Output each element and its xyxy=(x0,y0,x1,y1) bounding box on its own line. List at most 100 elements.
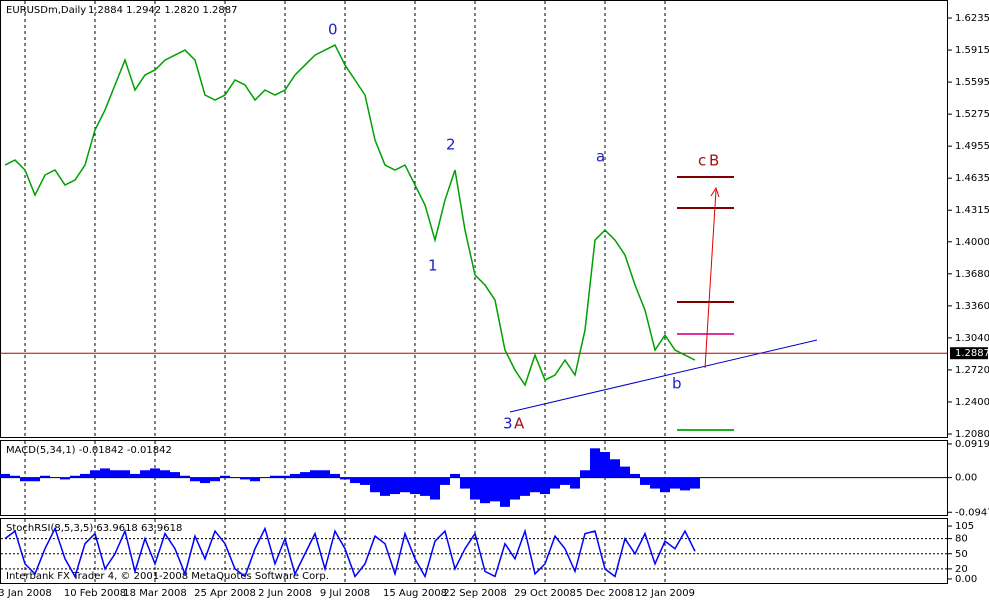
y-tick-label: 1.4000 xyxy=(955,237,989,248)
macd-bar xyxy=(470,477,480,500)
macd-bar xyxy=(520,477,530,496)
macd-bar xyxy=(390,477,400,495)
macd-bar xyxy=(80,473,90,478)
macd-bar xyxy=(40,475,50,478)
y-tick-label: 1.2720 xyxy=(955,365,989,376)
x-tick-label: 25 Apr 2008 xyxy=(194,588,256,599)
macd-bar xyxy=(280,475,290,478)
macd-bar xyxy=(240,477,250,480)
macd-bar xyxy=(30,477,40,482)
macd-bar xyxy=(570,477,580,489)
x-tick-label: 3 Jan 2008 xyxy=(0,588,52,599)
macd-bar xyxy=(550,477,560,489)
y-tick-label: 1.2080 xyxy=(955,429,989,440)
ohlc: 1.2884 1.2942 1.2820 1.2887 xyxy=(88,5,238,16)
macd-bar xyxy=(60,477,70,480)
stoch-title: StochRSI(8,5,3,5) 63.9618 63.9618 xyxy=(6,523,182,534)
macd-bar xyxy=(490,477,500,502)
macd-bar xyxy=(510,477,520,500)
macd-bar xyxy=(600,451,610,478)
wave-label: b xyxy=(672,375,682,393)
y-tick-label: 80 xyxy=(955,534,968,545)
macd-bar xyxy=(420,477,430,496)
macd-bar xyxy=(400,477,410,493)
macd-bar xyxy=(160,470,170,478)
macd-bar xyxy=(530,477,540,493)
macd-bar xyxy=(640,477,650,485)
macd-bar xyxy=(590,448,600,478)
x-tick-label: 15 Aug 2008 xyxy=(383,588,447,599)
y-tick-label: 20 xyxy=(955,564,968,575)
y-tick-label: 50 xyxy=(955,549,968,560)
x-tick-label: 10 Feb 2008 xyxy=(64,588,126,599)
y-tick-label: 105 xyxy=(955,521,974,532)
wave-label: 2 xyxy=(446,136,456,154)
price-line xyxy=(4,526,696,579)
macd-bar xyxy=(650,477,660,489)
macd-bar xyxy=(270,475,280,478)
footer: Interbank FX Trader 4, © 2001-2008 MetaQ… xyxy=(6,571,329,582)
x-tick-label: 5 Dec 2008 xyxy=(576,588,634,599)
macd-bar xyxy=(380,477,390,496)
macd-bar xyxy=(370,477,380,493)
macd-bar xyxy=(430,477,440,500)
macd-bar xyxy=(560,477,570,485)
y-tick-label: 1.3360 xyxy=(955,301,989,312)
macd-bar xyxy=(540,477,550,495)
trend-line xyxy=(509,339,818,413)
macd-bar xyxy=(680,477,690,491)
y-tick-label: 0.00 xyxy=(955,574,977,585)
macd-bar xyxy=(250,477,260,482)
macd-bar xyxy=(190,477,200,482)
last-price-label: 1.2887 xyxy=(955,348,989,359)
y-tick-label: 0.09192 xyxy=(955,439,989,450)
x-tick-label: 9 Jul 2008 xyxy=(320,588,370,599)
macd-bar xyxy=(350,477,360,484)
macd-pane xyxy=(0,440,948,516)
wave-label: A xyxy=(514,415,525,433)
y-tick-label: 0.00 xyxy=(955,473,977,484)
macd-bar xyxy=(130,473,140,478)
macd-bar xyxy=(460,477,470,489)
macd-bar xyxy=(630,473,640,478)
macd-bar xyxy=(140,470,150,478)
wave-label: c xyxy=(698,152,706,170)
y-tick-label: 1.5915 xyxy=(955,45,989,56)
macd-bar xyxy=(410,477,420,495)
price-line xyxy=(4,44,696,387)
y-tick-label: 1.5595 xyxy=(955,77,989,88)
macd-bar xyxy=(610,459,620,478)
macd-bar xyxy=(100,468,110,478)
y-tick-label: -0.09478 xyxy=(955,507,989,518)
wave-label: B xyxy=(709,152,719,170)
arrow-head xyxy=(710,186,720,198)
wave-label: 1 xyxy=(428,257,438,275)
y-tick-label: 1.3040 xyxy=(955,333,989,344)
y-tick-label: 1.6235 xyxy=(955,13,989,24)
wave-label: 3 xyxy=(503,415,513,433)
macd-bar xyxy=(440,477,450,485)
x-tick-label: 18 Mar 2008 xyxy=(123,588,186,599)
macd-bar xyxy=(70,475,80,478)
macd-bar xyxy=(580,470,590,478)
macd-bar xyxy=(10,475,20,478)
macd-bar xyxy=(90,470,100,478)
y-tick-label: 1.4955 xyxy=(955,141,989,152)
macd-bar xyxy=(310,470,320,478)
macd-bar xyxy=(210,477,220,482)
macd-bar xyxy=(200,477,210,484)
wave-label: a xyxy=(596,148,605,166)
chart-title: EURUSDm,Daily xyxy=(6,5,86,16)
y-tick-label: 1.2400 xyxy=(955,397,989,408)
y-tick-label: 1.5275 xyxy=(955,109,989,120)
macd-bar xyxy=(620,466,630,478)
macd-bar xyxy=(20,477,30,482)
macd-bar xyxy=(110,470,120,478)
macd-bar xyxy=(120,470,130,478)
stoch-pane xyxy=(0,518,948,584)
macd-bar xyxy=(660,477,670,493)
macd-bar xyxy=(330,473,340,478)
y-tick-label: 1.4315 xyxy=(955,205,989,216)
macd-bar xyxy=(500,477,510,507)
